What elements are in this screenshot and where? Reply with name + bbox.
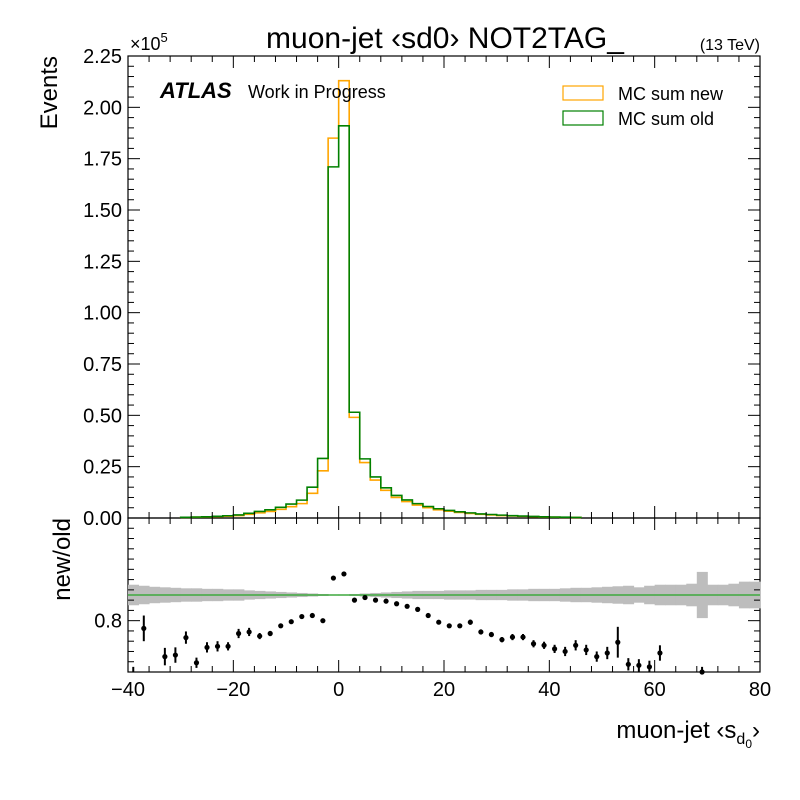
y-multiplier: ×105 [130, 30, 168, 54]
status-label: Work in Progress [248, 82, 386, 102]
ratio-point [214, 643, 221, 649]
y-tick-label: 0.00 [83, 508, 122, 530]
x-tick-label: 80 [749, 679, 771, 701]
ratio-point [351, 597, 358, 603]
legend-label-old: MC sum old [618, 109, 714, 129]
legend-label-new: MC sum new [618, 84, 724, 104]
ratio-point [236, 630, 242, 637]
ratio-point [415, 606, 421, 612]
ratio-y-axis-label: new/old [49, 518, 76, 601]
x-tick-label: 40 [538, 679, 560, 701]
atlas-label: ATLAS [159, 78, 232, 103]
y-tick-label: 1.75 [83, 149, 122, 171]
ratio-point [404, 603, 410, 609]
y-tick-label: 1.25 [83, 251, 122, 273]
x-tick-label: 20 [433, 679, 455, 701]
energy-label: (13 TeV) [700, 37, 760, 54]
y-tick-label: 0.25 [83, 457, 122, 479]
ratio-point [204, 644, 210, 650]
ratio-point [478, 629, 484, 635]
ratio-point [552, 646, 558, 652]
ratio-point [509, 634, 516, 640]
y-tick-label: 1.50 [83, 200, 122, 222]
ratio-point [573, 642, 579, 648]
x-tick-label: 0 [333, 679, 344, 701]
ratio-point [520, 634, 526, 640]
y-multiplier-base: ×10 [130, 34, 161, 54]
x-axis-label: muon-jet ‹sd0› [616, 717, 760, 751]
ratio-point [646, 664, 653, 670]
ratio-point [425, 612, 431, 619]
ratio-point [288, 619, 294, 625]
ratio-point [625, 661, 631, 667]
ratio-point [583, 647, 589, 653]
ratio-points-group [132, 571, 705, 675]
histogram-series-1 [179, 125, 582, 519]
ratio-point [320, 618, 326, 624]
ratio-point [657, 650, 663, 656]
ratio-point [362, 594, 368, 601]
x-axis-label-sub: d [736, 731, 745, 748]
ratio-point [341, 571, 347, 577]
histogram-series-0 [179, 79, 582, 519]
ratio-point [636, 662, 642, 668]
legend-swatch-old [562, 110, 604, 126]
ratio-point [446, 623, 452, 629]
main-ticks-group: 0.00 0.25 0.50 0.75 1.00 1.25 1.50 1.75 2.00 2.25 [83, 46, 761, 530]
ratio-point [457, 623, 463, 629]
x-axis-label-main: muon-jet ‹s [616, 717, 736, 744]
ratio-point [394, 601, 400, 607]
ratio-point [499, 637, 505, 643]
ratio-point [257, 633, 263, 639]
x-tick-label: −20 [216, 679, 250, 701]
chart-title: muon-jet ‹sd0› NOT2TAG_ [266, 22, 625, 55]
y-tick-label: 1.00 [83, 303, 122, 325]
ratio-point [278, 623, 284, 629]
ratio-point [172, 652, 178, 658]
y-tick-label: 0.75 [83, 354, 122, 376]
ratio-point [467, 619, 473, 625]
x-tick-label: 60 [644, 679, 666, 701]
y-tick-label: 2.25 [83, 46, 122, 68]
ratio-y-tick-label: 0.8 [94, 611, 122, 633]
ratio-point [436, 619, 442, 625]
ratio-point [383, 598, 389, 604]
main-series-group [179, 79, 582, 519]
ratio-point [183, 635, 189, 641]
y-axis-label: Events [36, 56, 63, 129]
legend-swatch-new [562, 85, 604, 101]
x-axis-label-subsub: 0 [745, 737, 752, 751]
ratio-point [193, 660, 200, 666]
ratio-point [225, 643, 231, 649]
ratio-ticks-group: −40 −20 0 20 40 60 80 0.8 [94, 518, 771, 701]
ratio-point [141, 625, 147, 631]
y-multiplier-exponent: 5 [161, 30, 168, 45]
x-tick-label: −40 [111, 679, 145, 701]
ratio-point [162, 654, 168, 660]
ratio-point [530, 641, 537, 647]
x-axis-label-end: › [752, 717, 760, 744]
ratio-point [488, 631, 494, 638]
ratio-point [372, 597, 379, 603]
y-tick-label: 0.50 [83, 405, 122, 427]
y-tick-label: 2.00 [83, 97, 122, 119]
ratio-point [309, 612, 315, 619]
ratio-point [604, 650, 610, 656]
ratio-point [594, 654, 600, 660]
ratio-point [562, 648, 568, 655]
ratio-point [541, 642, 547, 648]
ratio-point [699, 669, 705, 675]
ratio-point [267, 630, 273, 637]
ratio-point [299, 613, 305, 620]
ratio-point [330, 575, 336, 581]
ratio-point [615, 639, 621, 645]
ratio-point [246, 629, 252, 635]
